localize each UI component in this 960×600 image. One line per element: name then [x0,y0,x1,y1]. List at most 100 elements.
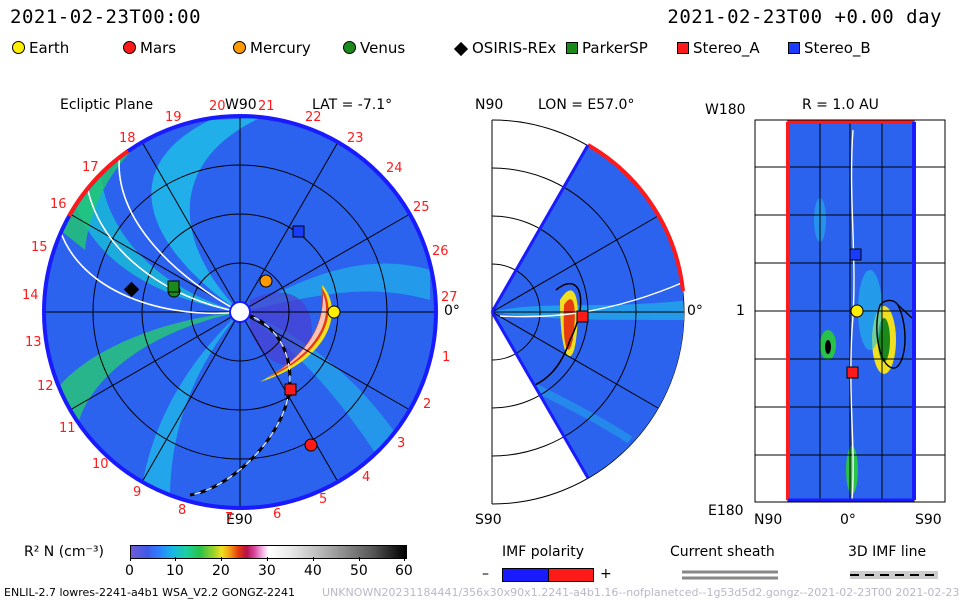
ring-number: 14 [22,288,39,303]
colorbar-tick-label: 50 [350,563,368,579]
legend-stereo-a: Stereo_A [677,39,760,57]
square-marker-icon [677,42,689,54]
legend-osiris-rex: OSIRIS-REx [453,39,557,57]
legend-parkersp: ParkerSP [566,39,648,57]
ring-number: 10 [92,457,109,472]
circle-marker-icon [343,41,356,54]
radial-x-mid: 0° [840,512,856,528]
earth-marker [327,305,341,319]
colorbar-tick [175,557,176,561]
radial-x-left: N90 [754,512,783,528]
legend-label: Mercury [250,39,311,57]
ring-number: 26 [432,244,449,259]
imf-line-label: 3D IMF line [848,544,927,560]
ring-number: 11 [59,421,76,436]
radial-bottom-label: E180 [708,503,744,519]
colorbar-tick [221,557,222,561]
legend-label: Earth [29,39,70,57]
stereo-a-marker [846,366,859,379]
earth-marker [850,304,864,318]
colorbar-tick [359,557,360,561]
legend-label: Venus [360,39,406,57]
meridional-top-label: N90 [475,97,504,113]
model-footer: ENLIL-2.7 lowres-2241-a4b1 WSA_V2.2 GONG… [4,586,296,599]
imf-plus-label: + [600,566,612,582]
current-sheath-label: Current sheath [670,544,775,560]
ring-number: 5 [319,492,327,507]
colorbar-tick [130,557,131,561]
colorbar-tick-label: 20 [212,563,230,579]
ring-number: 19 [165,110,182,125]
square-marker-icon [788,42,800,54]
imf-positive-swatch [548,568,594,582]
radial-panel [754,119,946,503]
ring-number: 23 [347,131,364,146]
legend-label: OSIRIS-REx [472,39,557,57]
ring-number: 15 [31,240,48,255]
ring-number: 8 [178,503,186,518]
carrington-ring-numbers: 19 20 21 22 23 24 25 26 27 1 2 3 4 5 6 7… [22,99,458,526]
ring-number: 12 [37,379,54,394]
ring-number: 13 [25,335,42,350]
ring-number: 21 [258,99,275,114]
ecliptic-top-label: W90 [225,97,257,113]
legend-label: Stereo_B [804,39,871,57]
datetime-label: 2021-02-23T00:00 [10,6,202,28]
parkersp-marker [167,280,180,293]
legend-mercury: Mercury [233,39,311,57]
ring-number: 3 [397,436,405,451]
ring-number: 9 [133,485,141,500]
ring-number: 25 [413,200,430,215]
colorbar-tick [404,557,405,561]
square-marker-icon [566,42,578,54]
colorbar-tick-label: 0 [125,563,134,579]
ring-number: 27 [441,290,458,305]
legend-label: Stereo_A [693,39,760,57]
colorbar-tick-label: 10 [166,563,184,579]
legend-venus: Venus [343,39,405,57]
imf-minus-label: – [482,566,489,582]
circle-marker-icon [123,41,136,54]
radial-mid-label: 1 [736,303,745,319]
legend-earth: Earth [12,39,69,57]
circle-marker-icon [233,41,246,54]
colorbar-tick-label: 40 [304,563,322,579]
mars-marker [304,438,318,452]
colorbar-tick [267,557,268,561]
ecliptic-lat: LAT = -7.1° [312,97,393,113]
radial-x-right: S90 [915,512,942,528]
ring-number: 16 [50,197,67,212]
colorbar-tick [313,557,314,561]
imf-negative-swatch [502,568,549,582]
ecliptic-title: Ecliptic Plane [60,97,154,113]
colorbar-tick-label: 30 [258,563,276,579]
colorbar-label: R² N (cm⁻³) [24,544,104,560]
elapsed-label: 2021-02-23T00 +0.00 day [667,6,942,28]
stereo-a-marker [284,383,297,396]
ring-number: 22 [305,110,322,125]
meridional-lon: LON = E57.0° [538,97,635,113]
legend-label: Mars [140,39,177,57]
circle-marker-icon [12,41,25,54]
ecliptic-bottom-label: E90 [226,512,253,528]
ring-number: 24 [386,161,403,176]
ring-number: 6 [273,507,281,522]
current-sheath-legend-graphic [682,570,778,580]
meridional-panel [490,119,685,505]
ecliptic-disk [42,114,438,510]
ring-number: 4 [362,470,370,485]
ring-number: 7 [225,511,233,526]
radial-radius: R = 1.0 AU [802,97,879,113]
density-colorbar [130,545,407,559]
ring-number: 18 [119,131,136,146]
legend-stereo-b: Stereo_B [788,39,871,57]
meridional-bottom-label: S90 [475,512,502,528]
ring-number: 17 [82,160,99,175]
radial-top-label: W180 [705,102,746,118]
mercury-marker [259,274,273,288]
meridional-right-label: 0° [687,303,703,319]
ecliptic-right-label: 0° [444,303,460,319]
colorbar-tick-label: 60 [395,563,413,579]
